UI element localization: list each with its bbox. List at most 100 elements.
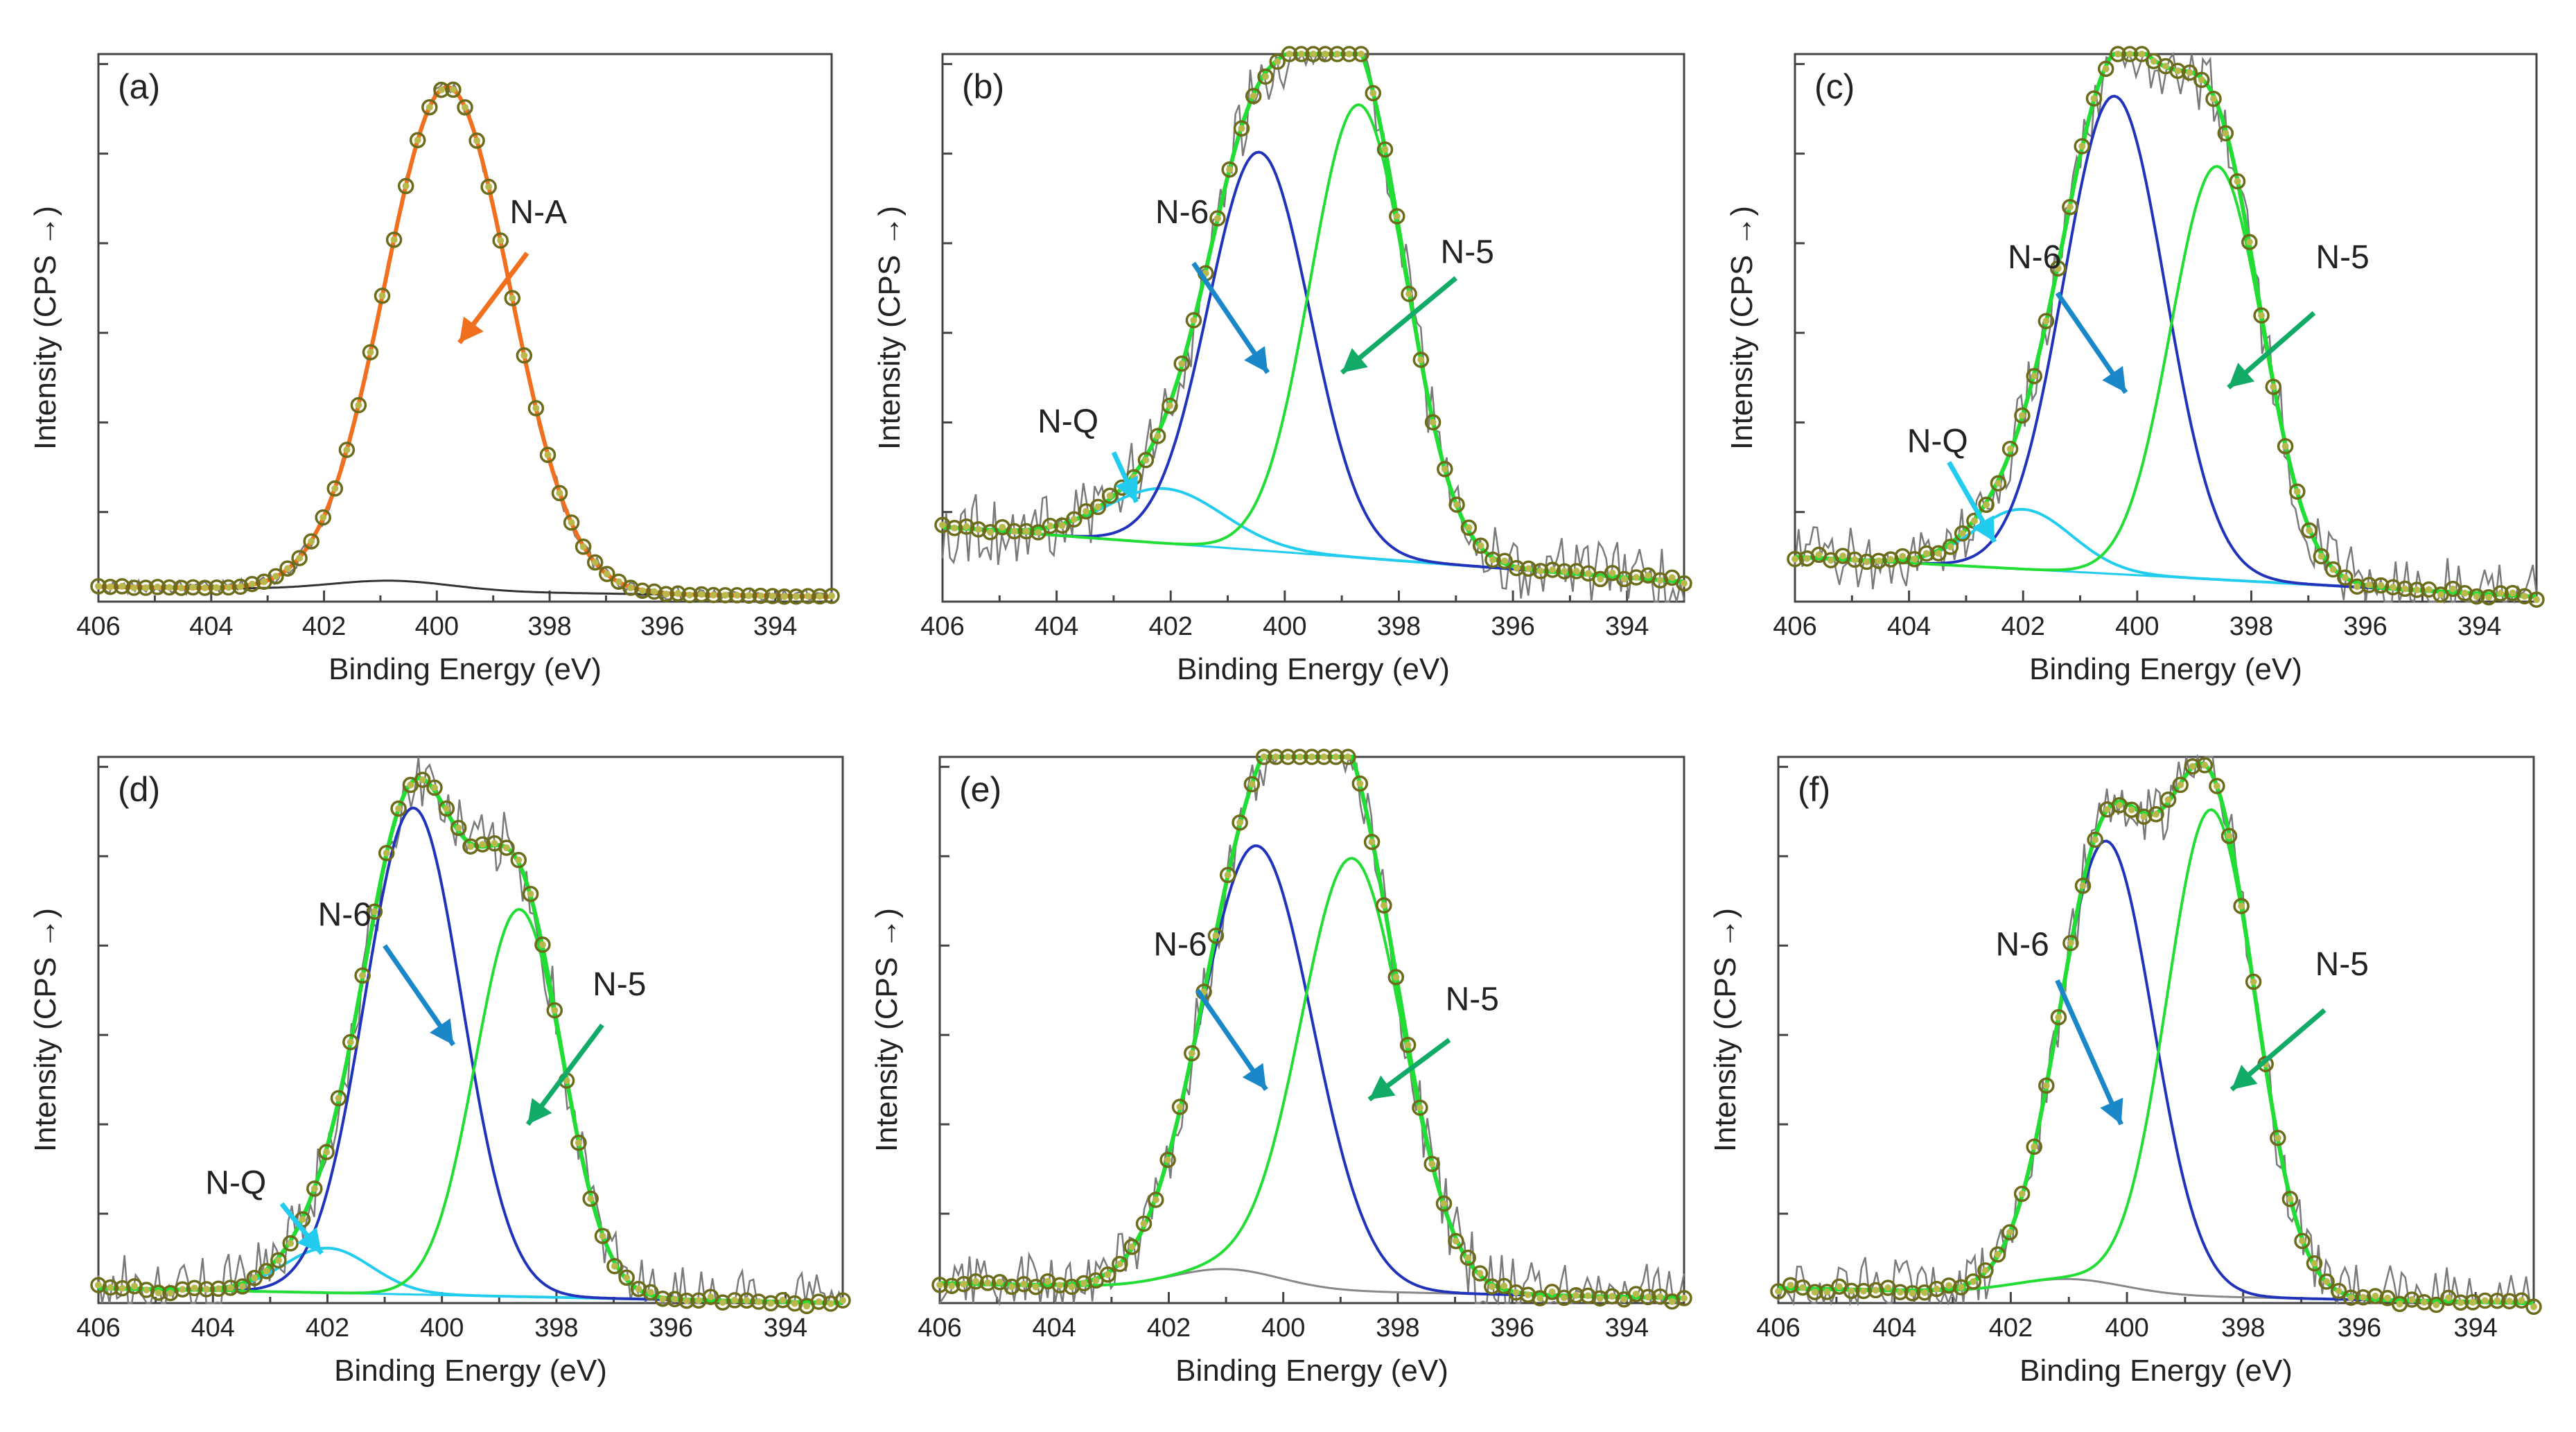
x-tick-label: 400 bbox=[2115, 612, 2159, 641]
data-point-core bbox=[2079, 882, 2087, 889]
data-point-core bbox=[743, 1297, 751, 1304]
data-point-core bbox=[225, 584, 232, 591]
data-point-marker bbox=[586, 554, 604, 571]
x-tick-label: 406 bbox=[1773, 612, 1816, 641]
data-point-core bbox=[2116, 801, 2123, 809]
data-point-marker bbox=[1018, 523, 1035, 540]
data-point-marker bbox=[1520, 560, 1537, 577]
data-point-core bbox=[2067, 939, 2074, 947]
data-point-core bbox=[1358, 51, 1365, 58]
data-point-marker bbox=[450, 819, 467, 837]
data-point-marker bbox=[693, 586, 710, 603]
data-point-marker bbox=[2355, 1289, 2372, 1306]
arrow-head bbox=[1369, 1075, 1396, 1100]
x-tick-label: 398 bbox=[2221, 1313, 2265, 1343]
arrow-head bbox=[459, 316, 484, 343]
data-point-core bbox=[2347, 1294, 2355, 1302]
data-point-marker bbox=[2229, 173, 2246, 190]
data-point-core bbox=[1620, 575, 1628, 583]
x-tick-label: 402 bbox=[302, 612, 346, 641]
data-point-marker bbox=[618, 1269, 635, 1286]
data-point-marker bbox=[1556, 1289, 1572, 1307]
data-point-core bbox=[1380, 902, 1387, 909]
data-point-core bbox=[1008, 1283, 1015, 1291]
data-point-marker bbox=[114, 578, 130, 595]
x-tick-label: 400 bbox=[1261, 1313, 1305, 1343]
data-point-core bbox=[1560, 1294, 1568, 1302]
arrow-head bbox=[1244, 346, 1268, 373]
data-point-core bbox=[1513, 564, 1521, 572]
data-point-marker bbox=[421, 99, 438, 116]
data-point-marker bbox=[1293, 46, 1310, 62]
plot-frame bbox=[938, 756, 1685, 1304]
data-point-marker bbox=[1990, 475, 2007, 492]
data-point-core bbox=[674, 590, 682, 597]
data-point-core bbox=[1536, 567, 1544, 575]
data-point-marker bbox=[1556, 563, 1573, 579]
data-point-core bbox=[695, 1297, 703, 1304]
data-point-core bbox=[1921, 1289, 1928, 1296]
data-point-marker bbox=[2001, 1224, 2018, 1241]
data-point-core bbox=[155, 1289, 162, 1297]
arrow-head bbox=[2228, 363, 2254, 388]
data-point-core bbox=[520, 351, 528, 359]
x-tick-label: 394 bbox=[1605, 1313, 1649, 1343]
data-point-core bbox=[2210, 95, 2217, 103]
peak-label-n-5: N-5 bbox=[1441, 234, 1494, 271]
data-point-marker bbox=[1460, 519, 1478, 536]
data-point-marker bbox=[946, 520, 963, 536]
data-point-marker bbox=[306, 1180, 323, 1197]
data-point-marker bbox=[2330, 1282, 2347, 1300]
data-point-marker bbox=[2245, 973, 2262, 990]
data-point-marker bbox=[2148, 805, 2164, 823]
data-point-core bbox=[323, 1149, 331, 1156]
data-point-core bbox=[544, 451, 552, 459]
data-point-core bbox=[1058, 522, 1066, 530]
arrow-head bbox=[1972, 515, 1995, 542]
data-point-marker bbox=[279, 560, 296, 577]
data-point-core bbox=[2006, 445, 2014, 453]
data-point-core bbox=[1668, 574, 1676, 582]
data-point-core bbox=[426, 103, 433, 111]
data-point-core bbox=[1488, 1283, 1496, 1291]
data-point-core bbox=[1333, 51, 1341, 58]
data-point-core bbox=[1393, 213, 1401, 220]
data-point-marker bbox=[2428, 1296, 2445, 1313]
panel-d: 406 404 402 400 398 396 394 Binding Energy (eV)… bbox=[28, 756, 851, 1388]
data-point-marker bbox=[1389, 208, 1405, 225]
data-point-marker bbox=[2087, 831, 2103, 848]
data-point-core bbox=[1597, 575, 1604, 583]
data-point-core bbox=[272, 573, 279, 580]
x-tick-label: 400 bbox=[415, 612, 459, 641]
peak-label-n-a: N-A bbox=[509, 194, 567, 231]
data-point-core bbox=[1032, 1283, 1040, 1291]
data-point-core bbox=[951, 524, 958, 532]
data-point-core bbox=[131, 1282, 138, 1290]
data-point-core bbox=[1791, 555, 1798, 563]
data-point-core bbox=[659, 1295, 667, 1302]
data-point-core bbox=[395, 805, 403, 812]
data-point-core bbox=[527, 890, 534, 898]
data-point-core bbox=[1453, 501, 1461, 509]
data-point-marker bbox=[1544, 561, 1561, 578]
data-point-marker bbox=[184, 579, 202, 596]
panel-label: (b) bbox=[962, 67, 1004, 106]
data-point-marker bbox=[1676, 1290, 1692, 1307]
data-point-core bbox=[984, 1279, 992, 1286]
panel-c: 406 404 402 400 398 396 394 Binding Energy (eV)… bbox=[1725, 46, 2545, 686]
data-point-core bbox=[1512, 1289, 1520, 1296]
data-point-core bbox=[1345, 51, 1353, 58]
data-point-core bbox=[2174, 67, 2182, 75]
data-point-core bbox=[1236, 819, 1244, 826]
plot-frame bbox=[1794, 53, 2538, 603]
data-point-core bbox=[1080, 1280, 1087, 1287]
data-point-core bbox=[2509, 589, 2516, 597]
data-point-core bbox=[331, 484, 339, 492]
x-axis-title: Binding Energy (eV) bbox=[2029, 652, 2302, 686]
data-point-core bbox=[479, 841, 487, 848]
data-point-marker bbox=[2172, 776, 2189, 794]
data-point-marker bbox=[2501, 1293, 2518, 1310]
data-point-core bbox=[2270, 383, 2277, 391]
data-point-marker bbox=[2408, 582, 2426, 598]
data-point-marker bbox=[527, 400, 545, 417]
